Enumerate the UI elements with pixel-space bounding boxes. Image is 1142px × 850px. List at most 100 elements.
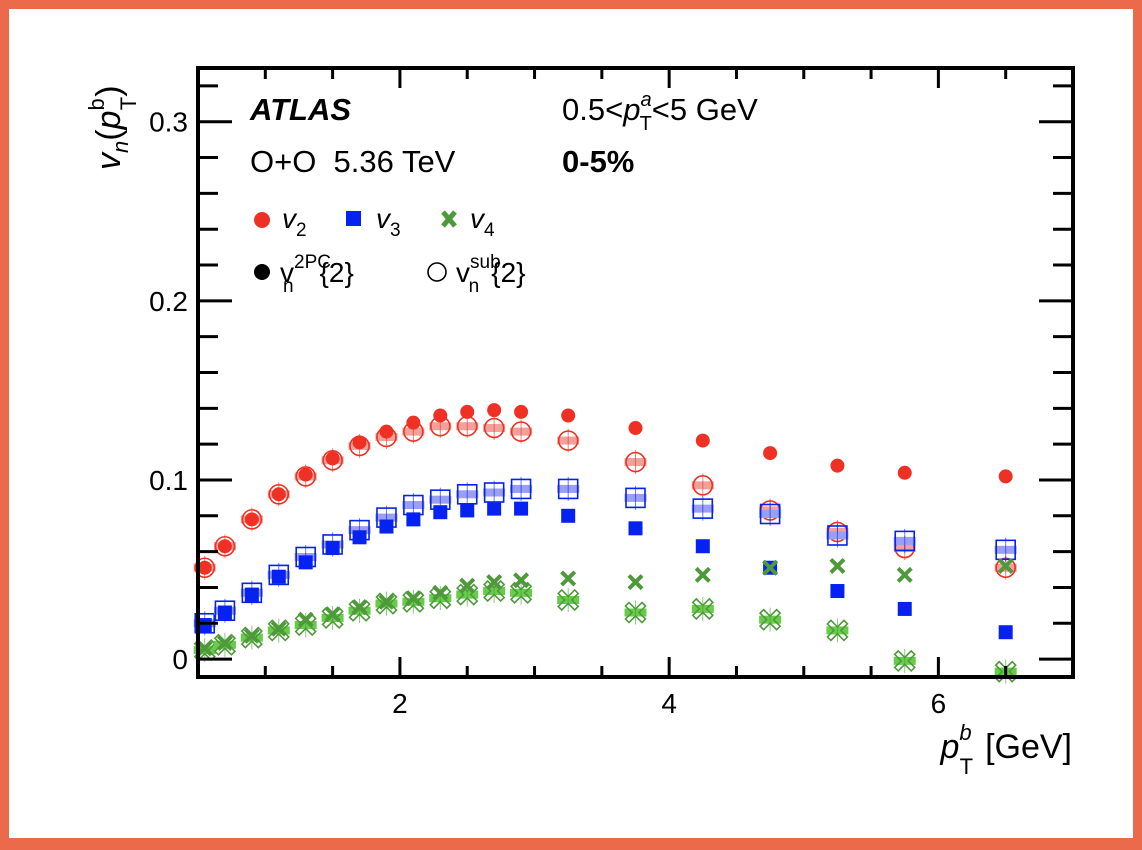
data-point-v3-2pc	[897, 601, 912, 616]
data-point-v4-sub	[294, 613, 317, 637]
series-v2-open	[193, 414, 1017, 580]
data-point-v3-2pc	[460, 503, 475, 518]
legend-v2-marker	[254, 212, 270, 228]
data-point-v2-sub	[194, 557, 216, 579]
data-point-v4-2pc	[405, 590, 422, 607]
data-point-v4-sub	[456, 583, 479, 606]
data-point-v3-2pc	[433, 505, 448, 520]
data-point-v2-sub	[268, 483, 290, 505]
data-point-v4-sub	[624, 601, 647, 624]
data-point-v4-sub	[240, 626, 263, 649]
data-point-v3-sub	[894, 530, 916, 552]
data-point-v4-sub	[483, 579, 506, 603]
data-point-v2-2pc	[514, 404, 529, 419]
series-v3-filled	[197, 501, 1013, 640]
system-label: O+O 5.36 TeV	[250, 144, 456, 179]
data-point-v3-2pc	[271, 569, 286, 584]
data-point-v4-2pc	[513, 572, 530, 589]
data-point-v3-2pc	[628, 521, 643, 536]
data-point-v2-2pc	[897, 465, 912, 480]
data-point-v2-2pc	[998, 469, 1013, 484]
data-point-v2-sub	[322, 449, 343, 471]
legend-sub-label: vsub n {2}	[456, 252, 526, 297]
data-point-v4-2pc	[351, 599, 368, 616]
data-point-v3-2pc	[406, 512, 421, 527]
data-point-v4-2pc	[243, 627, 260, 644]
data-point-v3-2pc	[695, 539, 710, 554]
legend-v3-marker	[346, 211, 361, 226]
y-tick-label: 0.1	[149, 465, 188, 496]
data-point-v3-sub	[241, 582, 263, 604]
data-point-v2-sub	[214, 535, 236, 557]
data-point-v2-2pc	[244, 512, 259, 527]
data-point-v3-sub	[827, 525, 848, 546]
data-point-v4-2pc	[997, 557, 1014, 574]
data-point-v3-2pc	[325, 541, 340, 556]
data-point-v4-2pc	[270, 620, 287, 637]
data-point-v3-2pc	[298, 555, 313, 570]
data-point-v2-2pc	[197, 560, 212, 575]
data-point-v3-sub	[995, 539, 1016, 561]
y-axis-title: vn(pb T)	[84, 85, 141, 170]
legend-2pc-marker	[254, 264, 270, 280]
data-point-v2-2pc	[406, 415, 421, 430]
data-point-v3-2pc	[830, 584, 845, 599]
data-point-v4-2pc	[694, 566, 711, 583]
data-point-v2-2pc	[763, 446, 778, 461]
data-point-v2-2pc	[460, 404, 475, 419]
data-point-v2-sub	[692, 475, 714, 496]
data-point-v3-sub	[692, 498, 714, 519]
data-point-v4-sub	[402, 590, 425, 613]
x-tick-label: 4	[661, 688, 677, 719]
data-point-v3-2pc	[352, 530, 367, 545]
data-point-v2-2pc	[695, 433, 710, 448]
data-point-v4-2pc	[378, 593, 395, 610]
data-point-v4-2pc	[432, 584, 449, 601]
data-point-v4-2pc	[560, 570, 577, 587]
pta-range-label: 0.5<pa T<5 GeV	[562, 89, 758, 135]
series-v4-open	[193, 579, 1017, 684]
data-point-v4-sub	[758, 608, 782, 631]
data-point-v2-sub	[625, 451, 646, 473]
data-point-v4-sub	[267, 619, 290, 642]
data-point-v2-2pc	[561, 408, 576, 423]
data-point-v3-2pc	[379, 519, 394, 534]
data-point-v2-sub	[557, 430, 579, 451]
data-point-v4-2pc	[196, 640, 213, 657]
legend-2pc-label: v2PC n {2}	[280, 252, 354, 297]
data-point-v3-sub	[510, 478, 532, 500]
data-point-v3-2pc	[514, 501, 529, 516]
data-point-v4-2pc	[896, 566, 913, 583]
data-point-v4-sub	[348, 599, 371, 622]
data-point-v4-sub	[826, 619, 849, 642]
atlas-label: ATLAS	[249, 92, 351, 127]
data-point-v3-2pc	[217, 605, 232, 620]
x-tick-label: 6	[931, 688, 947, 719]
data-point-v3-2pc	[197, 618, 212, 633]
data-point-v4-2pc	[486, 574, 503, 591]
data-point-v4-2pc	[829, 557, 846, 574]
data-point-v4-sub	[509, 581, 533, 604]
data-point-v4-2pc	[324, 606, 341, 623]
data-point-v3-2pc	[487, 501, 502, 516]
legend: v2 v3 v4 v2PC n {2} vsub n {2}	[254, 203, 526, 297]
data-point-v2-2pc	[487, 403, 502, 418]
series-v3-open	[193, 476, 1017, 636]
series-v2-filled	[197, 403, 1013, 575]
data-point-v2-2pc	[830, 458, 845, 473]
legend-v3-label: v3	[376, 203, 401, 241]
data-point-v2-sub	[510, 421, 532, 442]
data-point-v4-sub	[375, 592, 398, 615]
y-tick-label: 0.2	[149, 286, 188, 317]
data-point-v2-2pc	[298, 467, 313, 482]
legend-v4-marker	[441, 210, 457, 228]
data-point-v4-2pc	[762, 559, 779, 576]
legend-v4-label: v4	[470, 203, 495, 241]
legend-v2-label: v2	[282, 203, 307, 241]
axes: 2 4 6 0 0.1 0.2 0.3	[149, 66, 1075, 719]
x-tick-label: 2	[392, 688, 408, 719]
y-tick-label: 0	[172, 644, 188, 675]
data-point-v2-sub	[295, 466, 316, 487]
